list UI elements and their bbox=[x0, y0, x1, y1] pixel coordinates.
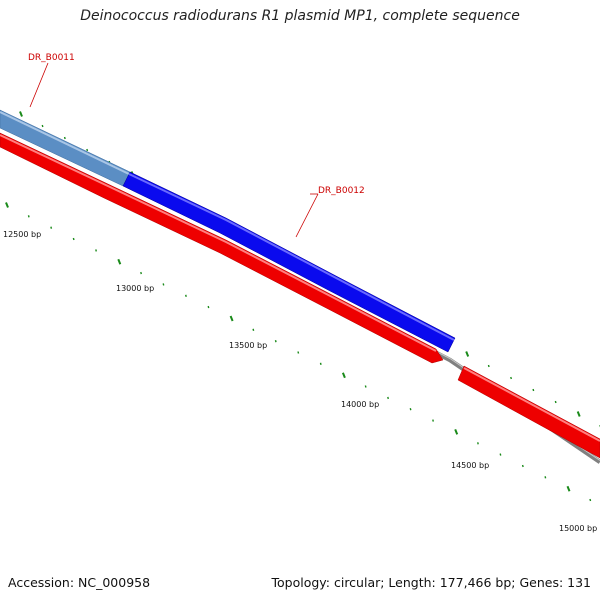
inner-scale-tick bbox=[229, 315, 234, 322]
outer-scale-tick bbox=[41, 124, 44, 128]
gene-DR_B0011-leader bbox=[29, 62, 49, 108]
outer-scale-tick bbox=[465, 351, 470, 357]
inner-scale-tick bbox=[297, 351, 300, 354]
gene-DR_B0012-highlight bbox=[128, 173, 455, 341]
scale-label-14000: 14000 bp bbox=[341, 400, 379, 409]
inner-scale-tick bbox=[274, 340, 277, 343]
outer-scale-tick bbox=[19, 111, 23, 117]
outer-scale-tick bbox=[86, 148, 89, 152]
outer-scale-tick bbox=[510, 376, 512, 380]
outer-scale-tick bbox=[576, 411, 581, 417]
inner-scale-tick bbox=[117, 258, 122, 265]
inner-scale-tick bbox=[521, 464, 524, 468]
inner-scale-tick bbox=[162, 283, 165, 286]
map-title: Deinococcus radiodurans R1 plasmid MP1, … bbox=[80, 8, 520, 24]
inner-scale-tick bbox=[364, 385, 367, 388]
topology-summary: Topology: circular; Length: 177,466 bp; … bbox=[271, 575, 592, 590]
scale-label-13500: 13500 bp bbox=[229, 341, 267, 350]
inner-scale-tick bbox=[185, 294, 187, 297]
gene-DR_B0012[interactable] bbox=[122, 171, 456, 353]
outer-scale-tick bbox=[487, 364, 490, 368]
inner-scale-tick bbox=[589, 498, 592, 502]
inner-scale-tick bbox=[341, 372, 346, 379]
inner-scale-tick bbox=[319, 362, 322, 365]
inner-scale-tick bbox=[5, 202, 9, 208]
inner-scale-tick bbox=[27, 215, 30, 218]
inner-scale-tick bbox=[95, 249, 97, 252]
accession-text: Accession: NC_000958 bbox=[8, 575, 151, 590]
reverse-feature-1-highlight bbox=[0, 134, 437, 352]
outer-scale-tick bbox=[532, 388, 535, 392]
inner-scale-tick bbox=[387, 396, 389, 400]
inner-scale-tick bbox=[454, 429, 459, 435]
inner-scale-tick bbox=[477, 442, 479, 445]
outer-scale-tick bbox=[63, 136, 66, 140]
gene-DR_B0012-label[interactable]: DR_B0012 bbox=[318, 186, 365, 196]
scale-label-14500: 14500 bp bbox=[451, 461, 489, 470]
gene-DR_B0011-highlight bbox=[0, 111, 130, 175]
feature-tracks bbox=[0, 109, 600, 464]
inner-scale-tick bbox=[432, 419, 434, 422]
scale-label-12500: 12500 bp bbox=[3, 230, 41, 239]
gene-DR_B0012-leader-drop bbox=[295, 193, 319, 238]
reverse-feature-2-highlight bbox=[463, 367, 600, 442]
outer-scale-tick bbox=[554, 400, 557, 404]
inner-scale-tick bbox=[252, 328, 255, 331]
inner-scale-tick bbox=[566, 485, 571, 492]
gene-DR_B0011-label[interactable]: DR_B0011 bbox=[28, 53, 75, 63]
inner-scale-tick bbox=[140, 271, 142, 275]
inner-scale-tick bbox=[544, 476, 547, 479]
inner-scale-tick bbox=[72, 237, 75, 241]
inner-scale-tick bbox=[499, 453, 502, 456]
inner-scale-tick bbox=[207, 305, 210, 309]
scale-label-15000: 15000 bp bbox=[559, 524, 597, 533]
reverse-feature-1[interactable] bbox=[0, 132, 444, 364]
inner-scale-tick bbox=[50, 226, 53, 229]
reverse-feature-2[interactable] bbox=[457, 365, 600, 459]
inner-scale-tick bbox=[409, 408, 412, 411]
scale-label-13000: 13000 bp bbox=[116, 284, 154, 293]
